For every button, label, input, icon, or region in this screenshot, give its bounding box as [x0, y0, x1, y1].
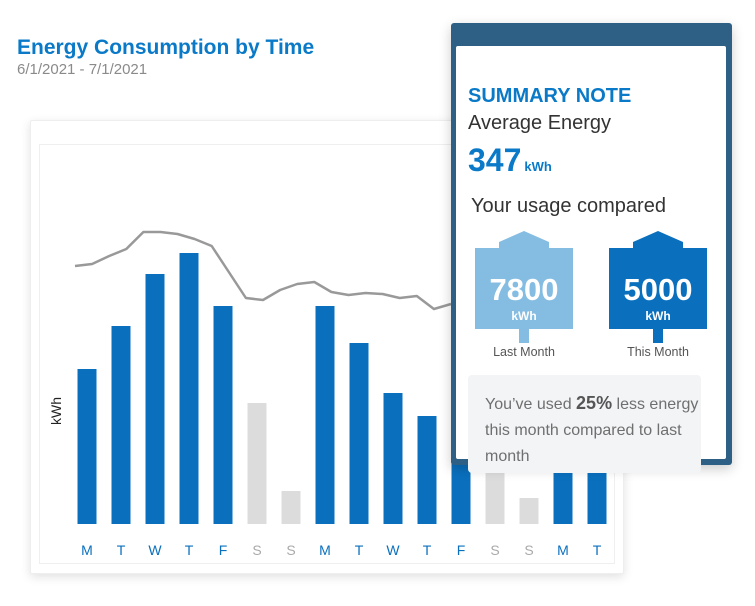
bar	[417, 416, 437, 524]
x-tick-label: F	[219, 542, 228, 558]
bar	[247, 403, 267, 524]
this-month-unit: kWh	[645, 309, 671, 323]
last-month-unit: kWh	[511, 309, 537, 323]
x-tick-label: T	[117, 542, 126, 558]
x-tick-label: T	[593, 542, 602, 558]
usage-suffix: less energy this month compared to last …	[485, 396, 699, 465]
summary-note-panel: SUMMARY NOTE Average Energy 347 kWh Your …	[456, 46, 726, 473]
x-tick-label: F	[457, 542, 466, 558]
this-month-house: 5000 kWh This Month	[609, 231, 707, 359]
x-tick-label: S	[524, 542, 533, 558]
bar	[349, 343, 369, 524]
bar	[383, 393, 403, 524]
x-tick-label: T	[423, 542, 432, 558]
usage-percent: 25%	[576, 393, 613, 413]
x-tick-label: W	[386, 542, 400, 558]
bar	[281, 491, 301, 524]
average-energy-label: Average Energy	[468, 112, 612, 134]
house-icon	[475, 231, 573, 343]
x-tick-label: M	[81, 542, 93, 558]
last-month-label: Last Month	[493, 345, 555, 359]
bar	[111, 326, 131, 524]
bar	[485, 458, 505, 524]
x-tick-label: W	[148, 542, 162, 558]
house-icon	[609, 231, 707, 343]
x-tick-label: S	[490, 542, 499, 558]
bar	[213, 306, 233, 524]
usage-compared-heading: Your usage compared	[471, 195, 666, 217]
bar	[179, 253, 199, 524]
trend-line	[74, 230, 452, 311]
x-tick-label: M	[557, 542, 569, 558]
last-month-value: 7800	[489, 272, 559, 307]
usage-comparison-box: You’ve used 25% less energy this month c…	[468, 375, 701, 473]
bar	[519, 498, 539, 524]
usage-comparison-text: You’ve used 25% less energy this month c…	[485, 390, 700, 470]
usage-prefix: You’ve used	[485, 396, 577, 413]
bar	[315, 306, 335, 524]
x-tick-label: S	[252, 542, 261, 558]
summary-title: SUMMARY NOTE	[468, 85, 632, 107]
chart-date-range: 6/1/2021 - 7/1/2021	[17, 61, 148, 78]
summary-note-card: SUMMARY NOTE Average Energy 347 kWh Your …	[451, 23, 732, 473]
last-month-house: 7800 kWh Last Month	[475, 231, 573, 359]
average-energy-value: 347 kWh	[468, 142, 552, 179]
this-month-label: This Month	[627, 345, 689, 359]
y-axis-label: kWh	[48, 397, 64, 425]
average-energy-number: 347	[468, 142, 522, 178]
bar	[77, 369, 97, 524]
average-energy-unit: kWh	[524, 159, 552, 174]
chart-title: Energy Consumption by Time	[17, 36, 315, 59]
x-tick-label: T	[185, 542, 194, 558]
bar	[145, 274, 165, 524]
x-tick-label: S	[286, 542, 295, 558]
x-tick-label: M	[319, 542, 331, 558]
this-month-value: 5000	[623, 272, 693, 307]
x-tick-label: T	[355, 542, 364, 558]
